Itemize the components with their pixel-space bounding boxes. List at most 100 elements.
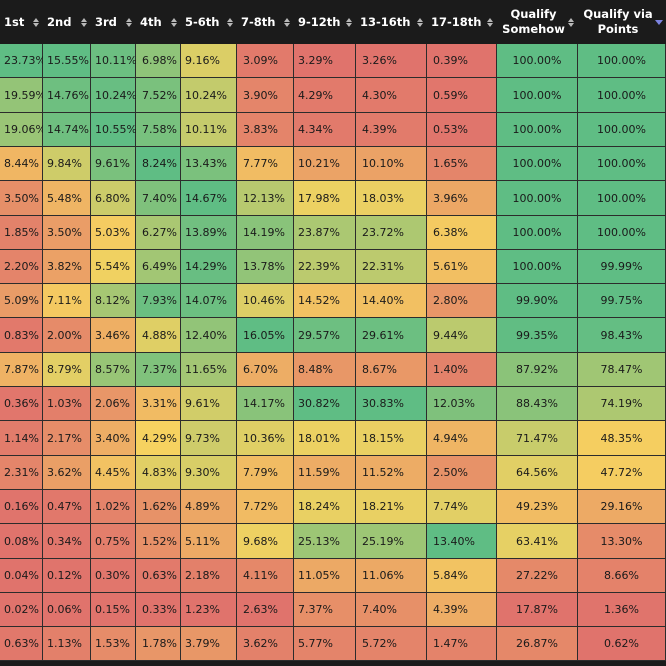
table-cell: 14.52%	[294, 284, 356, 318]
header-7-8th[interactable]: 7-8th	[237, 0, 294, 44]
table-cell: 100.00%	[578, 216, 666, 250]
table-cell: 4.34%	[294, 113, 356, 147]
table-cell: 23.73%	[0, 44, 46, 78]
sort-icon[interactable]	[282, 17, 291, 27]
table-cell: 8.44%	[0, 147, 43, 181]
table-cell: 4.30%	[356, 78, 427, 113]
header-label: 5-6th	[185, 14, 220, 29]
table-cell: 4.89%	[181, 490, 237, 524]
table-cell: 0.83%	[0, 318, 43, 353]
table-cell: 26.87%	[497, 627, 578, 661]
table-cell: 4.83%	[136, 456, 181, 490]
table-cell: 17.87%	[497, 593, 578, 627]
table-cell: 14.17%	[237, 387, 294, 421]
table-cell: 3.50%	[0, 181, 43, 216]
table-cell: 13.30%	[578, 524, 666, 559]
table-cell: 14.76%	[43, 78, 91, 113]
table-cell: 6.38%	[427, 216, 497, 250]
table-cell: 0.63%	[136, 559, 181, 593]
table-cell: 18.01%	[294, 421, 356, 456]
table-cell: 30.83%	[356, 387, 427, 421]
header-3rd[interactable]: 3rd	[91, 0, 136, 44]
sort-icon[interactable]	[225, 17, 234, 27]
table-cell: 7.40%	[356, 593, 427, 627]
header-qualify-somehow[interactable]: Qualify Somehow	[497, 0, 578, 44]
sort-icon[interactable]	[124, 17, 133, 27]
table-cell: 11.05%	[294, 559, 356, 593]
sort-icon[interactable]	[415, 17, 424, 27]
table-cell: 0.34%	[43, 524, 91, 559]
table-cell: 1.02%	[91, 490, 136, 524]
sort-icon[interactable]	[169, 17, 178, 27]
table-cell: 100.00%	[497, 250, 578, 284]
table-cell: 63.41%	[497, 524, 578, 559]
table-cell: 0.75%	[91, 524, 136, 559]
table-cell: 10.36%	[237, 421, 294, 456]
table-cell: 18.24%	[294, 490, 356, 524]
table-cell: 3.26%	[356, 44, 427, 78]
table-cell: 100.00%	[578, 113, 666, 147]
sort-icon[interactable]	[344, 17, 353, 27]
table-cell: 4.29%	[136, 421, 181, 456]
table-cell: 100.00%	[578, 147, 666, 181]
table-cell: 2.31%	[0, 456, 43, 490]
table-cell: 0.12%	[43, 559, 91, 593]
table-cell: 47.72%	[578, 456, 666, 490]
table-cell: 30.82%	[294, 387, 356, 421]
sort-icon[interactable]	[566, 17, 575, 27]
sort-icon[interactable]	[79, 17, 88, 27]
header-1st[interactable]: 1st	[0, 0, 43, 44]
header-qualify-via-points[interactable]: Qualify via Points	[578, 0, 666, 44]
table-cell: 3.50%	[43, 216, 91, 250]
sort-icon[interactable]	[31, 17, 40, 27]
table-cell: 0.16%	[0, 490, 43, 524]
table-cell: 100.00%	[497, 216, 578, 250]
table-cell: 10.24%	[91, 78, 137, 113]
table-cell: 8.57%	[91, 353, 136, 387]
table-cell: 13.78%	[237, 250, 294, 284]
table-cell: 0.47%	[43, 490, 91, 524]
table-cell: 10.21%	[294, 147, 356, 181]
table-cell: 10.10%	[356, 147, 427, 181]
table-cell: 0.39%	[427, 44, 497, 78]
table-cell: 87.92%	[497, 353, 578, 387]
table-cell: 15.55%	[43, 44, 91, 78]
table-cell: 25.13%	[294, 524, 356, 559]
table-cell: 0.08%	[0, 524, 43, 559]
table-cell: 7.87%	[0, 353, 43, 387]
table-cell: 8.66%	[578, 559, 666, 593]
header-4th[interactable]: 4th	[136, 0, 181, 44]
sort-desc-icon[interactable]	[654, 19, 663, 25]
table-cell: 64.56%	[497, 456, 578, 490]
table-cell: 7.74%	[427, 490, 497, 524]
header-17-18th[interactable]: 17-18th	[427, 0, 497, 44]
table-cell: 9.61%	[91, 147, 136, 181]
table-cell: 14.19%	[237, 216, 294, 250]
table-cell: 0.15%	[91, 593, 136, 627]
table-cell: 1.53%	[91, 627, 136, 661]
table-cell: 3.62%	[237, 627, 294, 661]
table-cell: 100.00%	[578, 78, 666, 113]
header-5-6th[interactable]: 5-6th	[181, 0, 237, 44]
header-2nd[interactable]: 2nd	[43, 0, 91, 44]
table-cell: 22.39%	[294, 250, 356, 284]
table-cell: 14.29%	[181, 250, 237, 284]
table-cell: 9.16%	[181, 44, 237, 78]
table-cell: 3.82%	[43, 250, 91, 284]
table-cell: 5.54%	[91, 250, 136, 284]
header-13-16th[interactable]: 13-16th	[356, 0, 427, 44]
table-cell: 5.09%	[0, 284, 43, 318]
table-cell: 0.33%	[136, 593, 181, 627]
header-9-12th[interactable]: 9-12th	[294, 0, 356, 44]
table-cell: 19.59%	[0, 78, 46, 113]
table-cell: 4.45%	[91, 456, 136, 490]
table-cell: 10.24%	[181, 78, 237, 113]
table-cell: 3.46%	[91, 318, 136, 353]
table-cell: 88.43%	[497, 387, 578, 421]
sort-icon[interactable]	[485, 17, 494, 27]
table-cell: 7.37%	[136, 353, 181, 387]
table-cell: 99.90%	[497, 284, 578, 318]
table-cell: 7.37%	[294, 593, 356, 627]
table-cell: 12.13%	[237, 181, 294, 216]
